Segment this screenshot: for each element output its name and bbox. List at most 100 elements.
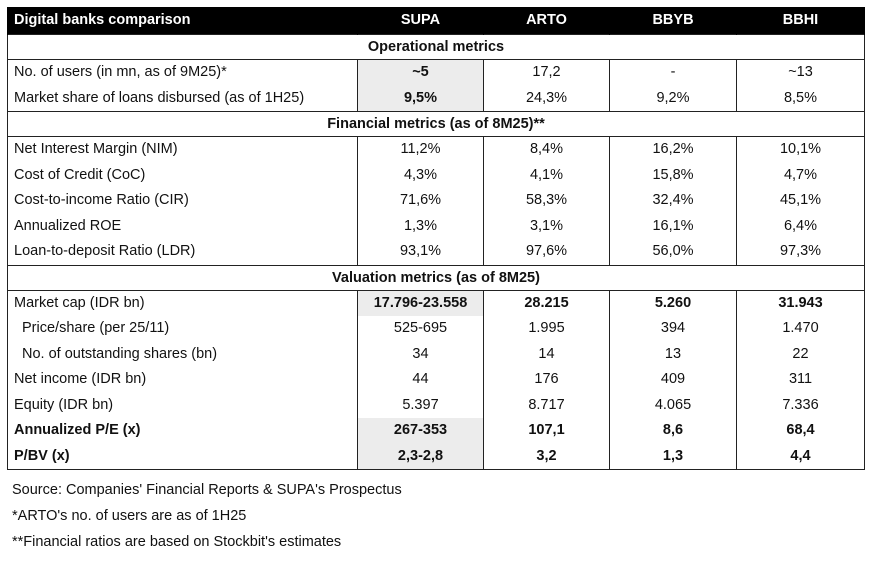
footnote-estimates: **Financial ratios are based on Stockbit… [12,534,342,550]
cell-arto: 176 [483,367,610,393]
table-row: Net Interest Margin (NIM) 11,2% 8,4% 16,… [7,136,865,163]
cell-arto: 97,6% [483,239,610,266]
row-label: Equity (IDR bn) [7,392,358,418]
col-header-bbyb: BBYB [609,7,737,35]
cell-bbyb: 16,1% [609,213,737,239]
col-header-supa: SUPA [357,7,484,35]
cell-bbyb: 13 [609,341,737,367]
col-header-arto: ARTO [483,7,610,35]
cell-bbyb: 56,0% [609,239,737,266]
cell-bbhi: 311 [736,367,865,393]
cell-bbyb: 1,3 [609,443,737,470]
cell-bbhi: 22 [736,341,865,367]
row-label: Net Interest Margin (NIM) [7,136,358,163]
cell-bbyb: 8,6 [609,418,737,444]
cell-supa: 4,3% [357,162,484,188]
cell-bbhi: 45,1% [736,188,865,214]
cell-bbhi: 4,7% [736,162,865,188]
row-label: Market cap (IDR bn) [7,289,358,316]
cell-bbhi: 68,4 [736,418,865,444]
cell-arto: 58,3% [483,188,610,214]
cell-arto: 3,2 [483,443,610,470]
row-label: No. of users (in mn, as of 9M25)* [7,59,358,86]
cell-supa: 5.397 [357,392,484,418]
table-row: Loan-to-deposit Ratio (LDR) 93,1% 97,6% … [7,239,865,266]
cell-bbhi: 4,4 [736,443,865,470]
cell-bbhi: 10,1% [736,136,865,163]
cell-supa: 93,1% [357,239,484,266]
row-label: Market share of loans disbursed (as of 1… [7,85,358,112]
cell-arto: 3,1% [483,213,610,239]
cell-bbyb: 4.065 [609,392,737,418]
cell-arto: 24,3% [483,85,610,112]
cell-supa: 34 [357,341,484,367]
row-label: P/BV (x) [7,443,358,470]
cell-arto: 1.995 [483,316,610,342]
row-label: Cost-to-income Ratio (CIR) [7,188,358,214]
row-label: Price/share (per 25/11) [7,316,358,342]
cell-bbyb: 394 [609,316,737,342]
section-title-valuation: Valuation metrics (as of 8M25) [7,264,865,291]
table-row: Price/share (per 25/11) 525-695 1.995 39… [7,316,865,342]
table-row: Annualized ROE 1,3% 3,1% 16,1% 6,4% [7,213,865,239]
cell-arto: 28.215 [483,289,610,316]
cell-bbyb: - [609,59,737,86]
cell-bbyb: 16,2% [609,136,737,163]
table-row: Market share of loans disbursed (as of 1… [7,85,865,112]
cell-supa: 1,3% [357,213,484,239]
row-label: Loan-to-deposit Ratio (LDR) [7,239,358,266]
row-label: Net income (IDR bn) [7,367,358,393]
cell-bbyb: 5.260 [609,289,737,316]
comparison-table: Digital banks comparison SUPA ARTO BBYB … [7,7,865,470]
cell-supa: 11,2% [357,136,484,163]
source-note: Source: Companies' Financial Reports & S… [12,482,402,498]
cell-arto: 107,1 [483,418,610,444]
table-row: Market cap (IDR bn) 17.796-23.558 28.215… [7,289,865,316]
cell-supa: 44 [357,367,484,393]
cell-bbhi: ~13 [736,59,865,86]
cell-arto: 4,1% [483,162,610,188]
section-row-operational: Operational metrics [7,34,865,60]
row-label: Cost of Credit (CoC) [7,162,358,188]
cell-bbhi: 97,3% [736,239,865,266]
row-label: No. of outstanding shares (bn) [7,341,358,367]
cell-bbhi: 1.470 [736,316,865,342]
cell-bbhi: 6,4% [736,213,865,239]
cell-supa: 267-353 [357,418,484,444]
cell-arto: 17,2 [483,59,610,86]
cell-supa: 71,6% [357,188,484,214]
cell-arto: 8.717 [483,392,610,418]
header-row: Digital banks comparison SUPA ARTO BBYB … [7,7,865,35]
cell-supa: ~5 [357,59,484,86]
footnote-users: *ARTO's no. of users are as of 1H25 [12,508,247,524]
cell-supa: 9,5% [357,85,484,112]
table-row: P/BV (x) 2,3-2,8 3,2 1,3 4,4 [7,443,865,470]
row-label: Annualized ROE [7,213,358,239]
section-title-financial: Financial metrics (as of 8M25)** [7,111,865,137]
cell-bbhi: 31.943 [736,289,865,316]
cell-bbyb: 9,2% [609,85,737,112]
section-row-valuation: Valuation metrics (as of 8M25) [7,264,865,291]
cell-bbyb: 409 [609,367,737,393]
cell-supa: 2,3-2,8 [357,443,484,470]
table-row: Equity (IDR bn) 5.397 8.717 4.065 7.336 [7,392,865,418]
cell-bbyb: 15,8% [609,162,737,188]
table-row: Annualized P/E (x) 267-353 107,1 8,6 68,… [7,418,865,444]
table-row: Net income (IDR bn) 44 176 409 311 [7,367,865,393]
table-row: No. of users (in mn, as of 9M25)* ~5 17,… [7,59,865,86]
cell-arto: 8,4% [483,136,610,163]
cell-arto: 14 [483,341,610,367]
cell-bbhi: 7.336 [736,392,865,418]
cell-bbhi: 8,5% [736,85,865,112]
col-header-bbhi: BBHI [736,7,865,35]
cell-bbyb: 32,4% [609,188,737,214]
row-label: Annualized P/E (x) [7,418,358,444]
table-row: Cost-to-income Ratio (CIR) 71,6% 58,3% 3… [7,188,865,214]
section-row-financial: Financial metrics (as of 8M25)** [7,111,865,137]
table-row: Cost of Credit (CoC) 4,3% 4,1% 15,8% 4,7… [7,162,865,188]
section-title-operational: Operational metrics [7,34,865,60]
cell-supa: 525-695 [357,316,484,342]
cell-supa: 17.796-23.558 [357,289,484,316]
table-row: No. of outstanding shares (bn) 34 14 13 … [7,341,865,367]
table-title: Digital banks comparison [7,7,358,35]
